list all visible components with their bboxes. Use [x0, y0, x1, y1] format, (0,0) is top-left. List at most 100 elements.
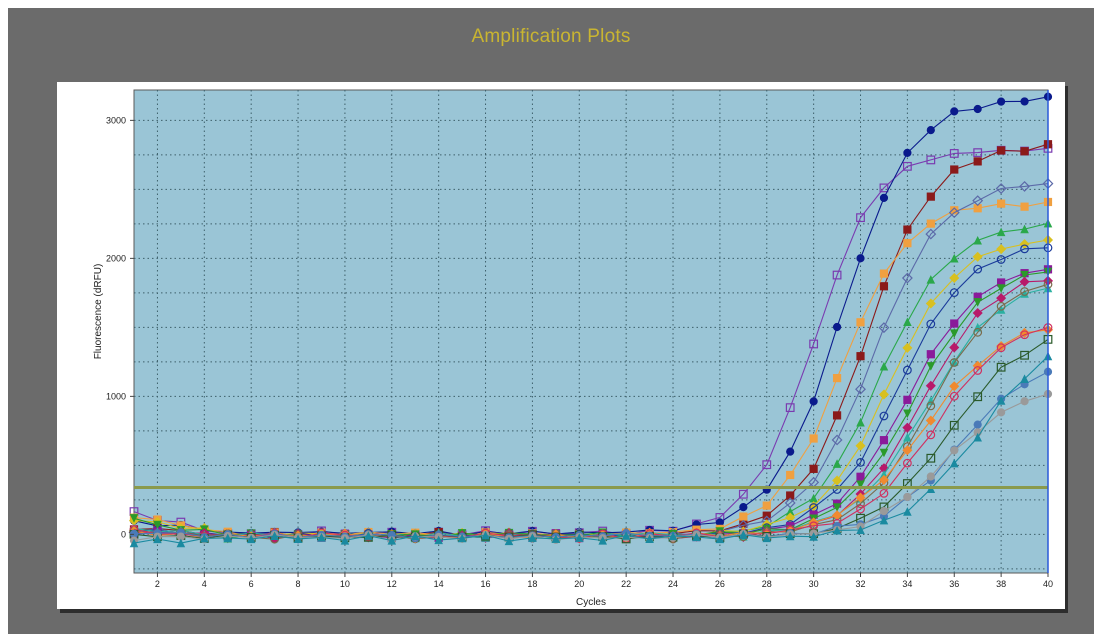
series-point: [973, 298, 982, 307]
series-point: [1019, 327, 1030, 338]
series-point: [856, 525, 865, 535]
y-tick-label: 3000: [106, 115, 126, 125]
series-point: [340, 536, 350, 545]
series-point: [786, 470, 795, 480]
series-point: [973, 235, 982, 245]
series-point: [903, 395, 912, 404]
series-point: [997, 146, 1006, 155]
series-point: [926, 155, 936, 165]
series-point: [739, 512, 748, 521]
series-point: [972, 195, 984, 207]
series-point: [621, 531, 631, 540]
x-tick-label: 38: [996, 579, 1006, 589]
series-point: [762, 501, 771, 510]
series-point: [739, 530, 748, 539]
series-point: [926, 125, 935, 135]
series-point: [902, 161, 912, 171]
x-tick-label: 18: [527, 579, 537, 589]
series-point: [972, 307, 983, 319]
series-point: [926, 275, 936, 284]
series-point: [973, 327, 983, 337]
series-point: [926, 453, 936, 463]
series-point: [785, 531, 795, 541]
series-point: [176, 538, 186, 548]
series-point: [949, 381, 960, 392]
series-point: [973, 366, 983, 375]
series-point: [973, 420, 982, 429]
x-tick-label: 20: [574, 579, 584, 589]
series-point: [551, 534, 561, 543]
series-point: [856, 318, 865, 327]
series-point: [645, 534, 654, 544]
x-axis-ticks: 2 4 6 8 10 12 14 16 18 20 22 24 26 28 30 32 34 36 38 40: [155, 573, 1053, 589]
x-axis-label: Cycles: [576, 597, 606, 608]
x-tick-label: 32: [856, 579, 866, 589]
y-tick-label: 0: [121, 529, 126, 539]
series-layer: [128, 92, 1054, 548]
series-point: [949, 420, 959, 430]
y-axis-label: Fluorescence (dRFU): [93, 264, 104, 360]
series-point: [925, 380, 936, 391]
series-point: [410, 531, 420, 541]
series-point: [856, 417, 865, 427]
series-point: [879, 448, 889, 458]
series-point: [949, 391, 959, 401]
series-point: [878, 474, 889, 485]
series-line: [133, 355, 1049, 544]
series-line: [133, 371, 1049, 539]
series-point: [434, 535, 443, 545]
series-point: [949, 358, 959, 367]
series-point: [950, 107, 959, 116]
plot-area: [133, 89, 1049, 574]
series-point: [925, 298, 936, 309]
series-point: [996, 244, 1007, 255]
series-point: [786, 447, 795, 456]
x-tick-label: 16: [481, 579, 491, 589]
series-point: [457, 533, 467, 543]
series-point: [270, 531, 279, 540]
series-point: [832, 459, 842, 468]
series-point: [996, 227, 1006, 237]
series-point: [1020, 397, 1029, 406]
series-point: [948, 207, 960, 219]
series-point: [246, 534, 256, 544]
series-point: [903, 409, 912, 419]
series-point: [832, 503, 842, 512]
series-point: [879, 361, 889, 371]
series-point: [926, 350, 935, 359]
series-point: [1020, 287, 1029, 296]
series-point: [598, 536, 608, 545]
series-point: [692, 532, 701, 542]
series-point: [973, 264, 983, 274]
series-point: [293, 534, 303, 543]
x-tick-label: 6: [249, 579, 254, 589]
series-point: [879, 269, 889, 278]
series-point: [996, 284, 1006, 293]
series-point: [1020, 147, 1029, 156]
series-point: [831, 434, 843, 446]
x-tick-label: 2: [155, 579, 160, 589]
chart-card: 2 4 6 8 10 12 14 16 18 20 22 24 26 28 30 32 34 36 38 40 0 10…: [57, 82, 1065, 609]
series-point: [832, 485, 842, 494]
series-point: [926, 192, 935, 201]
series-point: [949, 288, 959, 297]
series-point: [1019, 276, 1030, 287]
series-point: [996, 362, 1006, 372]
series-point: [902, 458, 912, 468]
series-point: [878, 389, 889, 400]
series-point: [856, 480, 865, 490]
series-point: [856, 213, 865, 223]
series-point: [997, 97, 1006, 106]
series-point: [879, 488, 889, 498]
series-point: [925, 415, 936, 426]
series-point: [949, 272, 960, 283]
series-point: [832, 374, 842, 383]
series-point: [1020, 289, 1029, 298]
y-axis-ticks: 0 1000 2000 3000: [106, 115, 134, 539]
series-point: [997, 408, 1006, 417]
series-point: [832, 475, 843, 486]
x-tick-label: 4: [202, 579, 207, 589]
x-tick-label: 26: [715, 579, 725, 589]
series-point: [949, 149, 959, 158]
series-point: [950, 165, 959, 174]
